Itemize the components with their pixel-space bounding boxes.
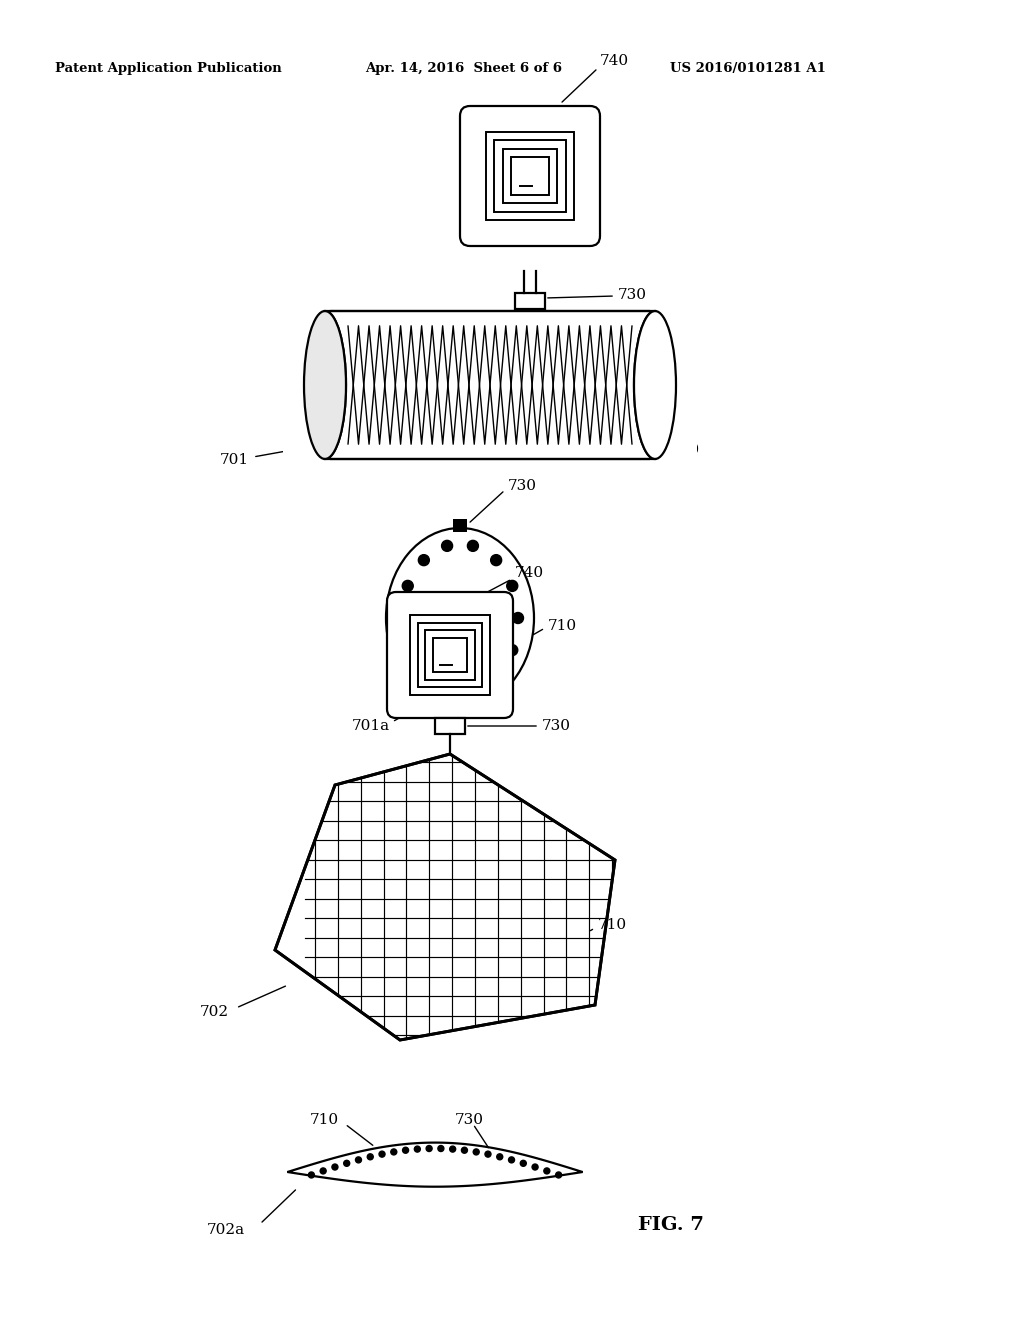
Circle shape bbox=[467, 685, 478, 696]
Circle shape bbox=[520, 1160, 526, 1167]
Ellipse shape bbox=[304, 312, 346, 459]
Bar bbox=[435, 718, 465, 734]
Text: FIG. 7: FIG. 7 bbox=[638, 1216, 703, 1234]
Circle shape bbox=[509, 1156, 514, 1163]
Text: 730: 730 bbox=[508, 479, 537, 492]
FancyBboxPatch shape bbox=[387, 591, 513, 718]
Bar bbox=[515, 293, 545, 309]
Text: 710: 710 bbox=[548, 619, 578, 634]
Text: 730: 730 bbox=[542, 719, 571, 733]
Circle shape bbox=[396, 612, 408, 623]
Bar bbox=[325, 312, 655, 459]
Circle shape bbox=[438, 1146, 443, 1151]
Polygon shape bbox=[275, 754, 615, 1040]
Circle shape bbox=[419, 671, 429, 681]
Circle shape bbox=[450, 1146, 456, 1152]
Bar bbox=[410, 615, 490, 696]
Text: 701a: 701a bbox=[352, 719, 390, 733]
Text: US 2016/0101281 A1: US 2016/0101281 A1 bbox=[670, 62, 826, 75]
Bar bbox=[418, 623, 482, 688]
Ellipse shape bbox=[634, 312, 676, 459]
Circle shape bbox=[485, 1151, 490, 1158]
Circle shape bbox=[308, 1172, 314, 1177]
Bar bbox=[503, 149, 557, 203]
Text: 710: 710 bbox=[671, 444, 700, 457]
Ellipse shape bbox=[634, 312, 676, 459]
Text: 701: 701 bbox=[220, 453, 249, 467]
Circle shape bbox=[441, 685, 453, 696]
Circle shape bbox=[332, 1164, 338, 1170]
Circle shape bbox=[497, 1154, 503, 1160]
Text: 702: 702 bbox=[200, 1005, 229, 1019]
Bar bbox=[495, 140, 565, 211]
Circle shape bbox=[402, 644, 414, 656]
Circle shape bbox=[426, 1146, 432, 1151]
Ellipse shape bbox=[443, 598, 477, 638]
Circle shape bbox=[402, 1147, 409, 1154]
Text: 710: 710 bbox=[310, 1113, 339, 1127]
Circle shape bbox=[321, 1168, 327, 1173]
Ellipse shape bbox=[304, 312, 346, 459]
Circle shape bbox=[402, 581, 414, 591]
Text: 740: 740 bbox=[600, 54, 629, 69]
Bar bbox=[486, 132, 574, 220]
FancyBboxPatch shape bbox=[460, 106, 600, 246]
Bar bbox=[283, 306, 330, 465]
Circle shape bbox=[532, 1164, 538, 1170]
Circle shape bbox=[419, 554, 429, 566]
Circle shape bbox=[379, 1151, 385, 1158]
Circle shape bbox=[544, 1168, 550, 1173]
Text: Apr. 14, 2016  Sheet 6 of 6: Apr. 14, 2016 Sheet 6 of 6 bbox=[365, 62, 562, 75]
Circle shape bbox=[490, 671, 502, 681]
Circle shape bbox=[473, 1148, 479, 1155]
Circle shape bbox=[467, 540, 478, 552]
Circle shape bbox=[490, 554, 502, 566]
Circle shape bbox=[462, 1147, 467, 1154]
Circle shape bbox=[556, 1172, 561, 1177]
Circle shape bbox=[344, 1160, 350, 1167]
Text: 740: 740 bbox=[515, 566, 544, 579]
Text: 730: 730 bbox=[618, 288, 647, 302]
Circle shape bbox=[415, 1146, 420, 1152]
Bar bbox=[453, 519, 467, 532]
Text: Patent Application Publication: Patent Application Publication bbox=[55, 62, 282, 75]
Text: 702a: 702a bbox=[207, 1224, 245, 1237]
Circle shape bbox=[368, 1154, 374, 1160]
Bar bbox=[650, 306, 697, 465]
Circle shape bbox=[507, 581, 518, 591]
Circle shape bbox=[441, 540, 453, 552]
Circle shape bbox=[512, 612, 523, 623]
Circle shape bbox=[507, 644, 518, 656]
Bar bbox=[433, 638, 467, 672]
Text: 710: 710 bbox=[598, 917, 627, 932]
Text: 730: 730 bbox=[455, 1113, 484, 1127]
Ellipse shape bbox=[386, 528, 534, 708]
Bar bbox=[425, 630, 475, 680]
Bar bbox=[511, 157, 549, 195]
Circle shape bbox=[355, 1156, 361, 1163]
Circle shape bbox=[391, 1148, 396, 1155]
Polygon shape bbox=[288, 1143, 583, 1187]
